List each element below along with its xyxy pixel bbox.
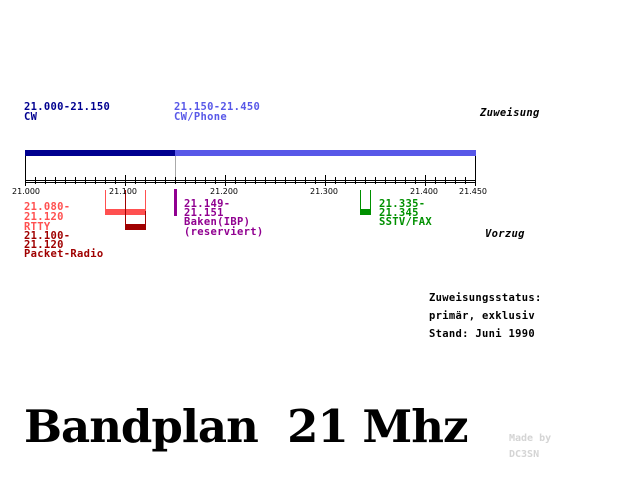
sstv-fax-label: SSTV/FAX [379,216,432,228]
status-date: Stand: Juni 1990 [429,328,535,340]
vorzug-label: Vorzug [485,228,525,240]
cw-phone-band-bar [175,150,476,156]
baken-range-start: 21.149- [184,198,231,210]
rtty-range-start: 21.080- [24,201,71,213]
cw-mode-label: CW [24,111,38,123]
tick-label-21300: 21.300 [310,187,338,196]
baken-range-end: 21.151 [184,207,224,219]
packet-range-start: 21.100- [24,230,71,242]
status-heading: Zuweisungsstatus: [429,292,542,304]
zuweisung-label: Zuweisung [480,107,540,119]
tick-label-21000: 21.000 [12,187,40,196]
credit: Made by DC3SN [509,431,551,463]
sstv-fax-segment [360,190,371,215]
rtty-range-end: 21.120 [24,211,64,223]
tick-label-21450: 21.450 [459,187,487,196]
baken-note: (reserviert) [184,226,264,238]
credit-line-2: DC3SN [509,449,540,460]
cw-band-bar [25,150,175,156]
tick-label-21200: 21.200 [210,187,238,196]
page-title: Bandplan 21 Mhz [24,400,469,453]
axis-ticks [25,175,476,186]
sstv-range-end: 21.345 [379,207,419,219]
cw-phone-mode-label: CW/Phone [174,111,227,123]
packet-radio-segment [125,190,146,230]
sstv-range-start: 21.335- [379,198,426,210]
packet-range-end: 21.120 [24,239,64,251]
rtty-label: RTTY [24,221,51,233]
cw-phone-range-label: 21.150-21.450 [174,101,261,113]
status-value: primär, exklusiv [429,310,535,322]
credit-line-1: Made by [509,433,552,444]
baken-segment [174,189,177,216]
baken-label: Baken(IBP) [184,216,251,228]
cw-range-label: 21.000-21.150 [24,101,111,113]
tick-label-21400: 21.400 [410,187,438,196]
packet-radio-label: Packet-Radio [24,248,104,260]
tick-label-21100: 21.100 [109,187,137,196]
